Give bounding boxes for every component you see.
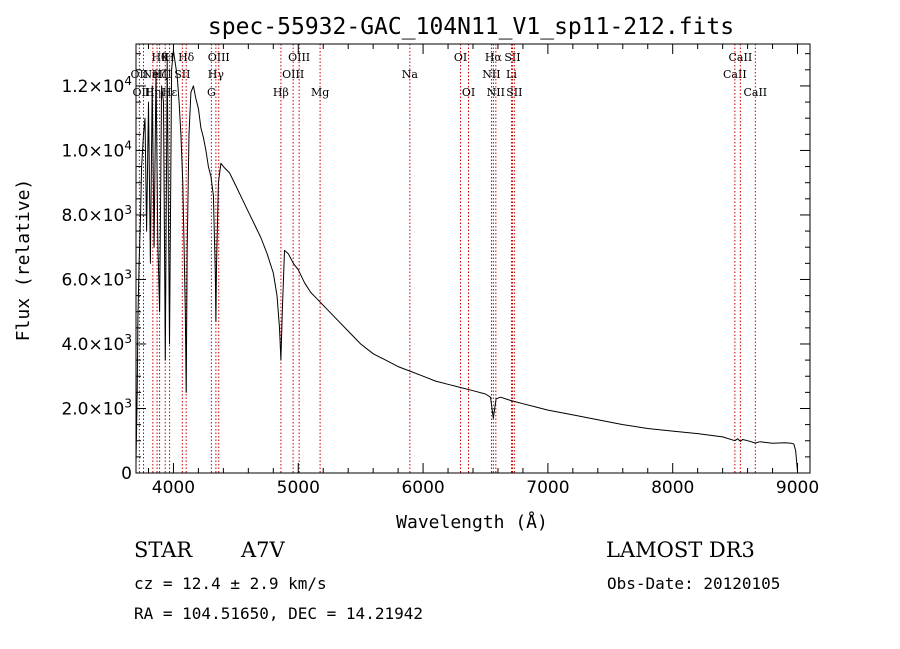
spectral-line-label: Hθ [151,51,168,64]
spectral-line-label: Hα [485,51,503,64]
axes: 4000 5000 6000 7000 8000 9000 0 2.0×103 4.0×103 6… [61,44,819,498]
spectral-line-label: SII [506,86,522,99]
coordinates-text: RA = 104.51650, DEC = 14.21942 [134,604,423,623]
spectral-line-label: OI [454,51,467,64]
x-tick-label: 9000 [776,478,819,498]
spectral-line-label: OI [462,86,475,99]
spectral-line-label: OIII [132,86,154,99]
y-tick-label: 1.2×104 [61,74,132,97]
obs-date-text: Obs-Date: 20120105 [607,574,781,593]
y-axis-label: Flux (relative) [13,179,34,342]
y-tick-label: 8.0×103 [61,203,132,226]
cz-value: cz = 12.4 ± 2.9 km/s [134,574,327,593]
spectral-lines: OIIOIIIHηNeIIIHζHθKHHεSIIHδGHγOIIIHβOIII… [131,44,767,473]
spectral-line-label: SII [504,51,520,64]
spectral-line-label: NII [487,86,505,99]
chart-title: spec-55932-GAC_104N11_V1_sp11-212.fits [208,14,734,40]
spectral-line-label: K [161,51,170,64]
spectral-line-label: Na [402,68,419,81]
spectral-line-label: OIII [208,51,230,64]
y-tick-label: 2.0×103 [61,396,132,419]
cz-text: cz = 12.4 ± 2.9 km/s [134,574,327,593]
x-axis-label: Wavelength (Å) [396,511,548,533]
x-tick-label: 4000 [152,478,195,498]
obs-date: Obs-Date: 20120105 [607,574,780,593]
spectral-line-label: Hε [162,86,178,99]
plot-frame [135,43,811,474]
spectral-line-label: SII [174,68,190,81]
spectral-line-label: Mg [311,86,329,99]
spectral-line-label: NII [482,68,500,81]
subclass-label: A7V [241,538,285,562]
x-tick-label: 7000 [526,478,569,498]
spectral-line-label: Hδ [178,51,195,64]
spectral-line-label: G [207,86,216,99]
spectral-line-label: CaII [743,86,767,99]
survey-label: LAMOST DR3 [606,538,755,562]
y-tick-label: 6.0×103 [61,267,132,290]
spectrum-series [135,50,798,472]
spectral-line-label: NeIII [143,68,172,81]
spectral-line-label: CaII [729,51,753,64]
subclass: A7V [241,538,285,562]
x-tick-label: 5000 [277,478,320,498]
spectral-line-label: OIII [288,51,310,64]
spectral-line-label: Hη [145,86,161,99]
spectral-line-label: CaII [723,68,747,81]
y-tick-label: 4.0×103 [61,332,132,355]
coordinates: RA = 104.51650, DEC = 14.21942 [134,604,423,623]
spectral-line-label: OII [131,68,149,81]
spectral-line-label: OIII [282,68,304,81]
spectral-line-label: H [165,51,175,64]
survey: LAMOST DR3 [606,538,755,562]
x-tick-label: 6000 [401,478,444,498]
object-class: STAR [134,538,192,562]
spectrum-line [135,50,798,472]
spectral-line-label: Hγ [208,68,225,81]
y-tick-label: 1.0×104 [61,138,132,161]
spectral-line-label: Li [506,68,517,81]
x-tick-label: 8000 [651,478,694,498]
spectral-line-label: Hβ [273,86,289,99]
object-class-label: STAR [134,538,193,562]
y-tick-label: 0 [121,464,132,484]
